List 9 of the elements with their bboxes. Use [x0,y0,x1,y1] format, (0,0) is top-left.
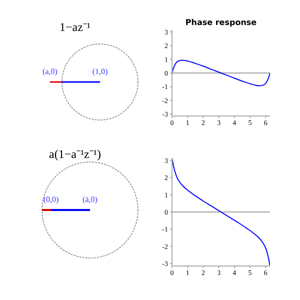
text: a(1−a⁻¹z⁻¹) [48,146,102,162]
text: (0,0) [42,195,60,204]
text: (1,0) [91,67,109,76]
line-series [172,60,270,86]
text: 1−az⁻¹ [58,19,92,35]
chart-title: Phase response [184,18,258,27]
text: (a,0) [42,67,58,76]
line-series [172,158,270,266]
text: (ā,0) [82,195,98,204]
